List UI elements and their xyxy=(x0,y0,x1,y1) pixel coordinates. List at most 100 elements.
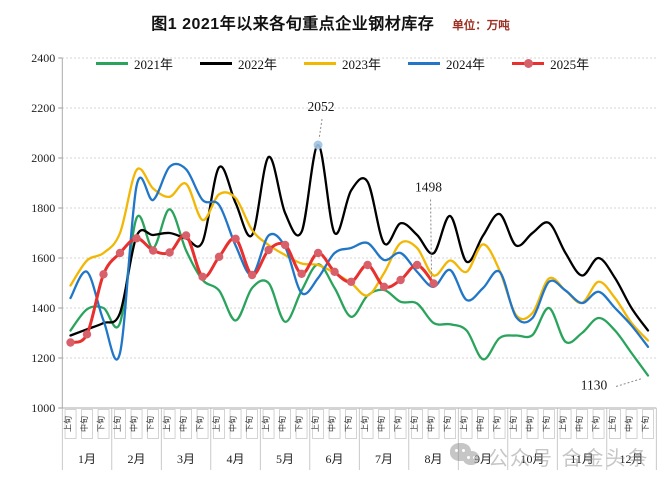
y-tick-label: 2200 xyxy=(31,101,55,115)
x-period-cell xyxy=(576,409,588,439)
x-period-cell xyxy=(64,409,77,439)
x-period-label: 中旬 xyxy=(475,416,485,432)
x-period-label: 下旬 xyxy=(244,416,254,432)
x-period-label: 上旬 xyxy=(459,416,469,432)
y-tick-label: 1400 xyxy=(31,301,55,315)
x-period-cell xyxy=(130,409,143,439)
legend-label: 2021年 xyxy=(134,57,174,72)
x-period-cell xyxy=(444,409,456,439)
series-marker xyxy=(330,267,339,276)
y-tick-label: 1800 xyxy=(31,201,55,215)
x-period-label: 中旬 xyxy=(129,416,139,432)
x-period-cell xyxy=(147,409,159,439)
series-marker xyxy=(148,246,158,255)
x-period-cell xyxy=(345,409,357,439)
legend-label: 2025年 xyxy=(550,57,590,72)
series-marker xyxy=(82,330,92,339)
x-period-cell xyxy=(411,409,423,439)
series-marker xyxy=(429,279,438,288)
x-month-label: 2月 xyxy=(128,452,146,466)
series-marker xyxy=(264,245,273,255)
series-marker xyxy=(181,231,191,240)
x-period-label: 下旬 xyxy=(591,416,601,432)
x-period-cell xyxy=(642,409,654,439)
legend-label: 2022年 xyxy=(238,57,278,72)
x-period-cell xyxy=(510,409,522,439)
chart-header: 图1 2021年以来各旬重点企业钢材库存 单位：万吨 xyxy=(0,10,661,34)
x-period-label: 下旬 xyxy=(393,416,403,432)
x-period-label: 中旬 xyxy=(178,416,188,432)
x-period-label: 下旬 xyxy=(294,416,304,432)
x-period-label: 下旬 xyxy=(541,416,551,432)
x-period-label: 下旬 xyxy=(145,416,155,432)
x-period-label: 上旬 xyxy=(162,416,172,432)
x-period-cell xyxy=(592,409,605,439)
y-tick-label: 1000 xyxy=(31,401,55,415)
x-period-cell xyxy=(559,409,572,439)
x-period-label: 中旬 xyxy=(426,416,436,432)
series-marker xyxy=(396,275,405,285)
x-period-cell xyxy=(246,409,258,439)
x-period-label: 上旬 xyxy=(112,416,122,432)
y-tick-label: 2000 xyxy=(31,151,55,165)
x-period-label: 上旬 xyxy=(63,416,73,432)
legend-swatch xyxy=(200,62,233,65)
x-period-cell xyxy=(229,409,242,439)
x-period-label: 上旬 xyxy=(211,416,221,432)
chart-title: 图1 2021年以来各旬重点企业钢材库存 xyxy=(151,16,435,33)
x-period-label: 上旬 xyxy=(558,416,568,432)
x-period-label: 下旬 xyxy=(96,416,106,432)
x-period-cell xyxy=(312,409,324,439)
x-period-cell xyxy=(295,409,308,439)
x-period-label: 上旬 xyxy=(360,416,370,432)
series-marker xyxy=(313,248,323,258)
y-tick-label: 1600 xyxy=(31,251,55,265)
annotation-label: 1498 xyxy=(415,180,442,195)
legend-item-2022年: 2022年 xyxy=(200,54,277,73)
legend-swatch xyxy=(408,62,441,65)
legend-swatch xyxy=(304,62,337,65)
x-month-label: 3月 xyxy=(177,452,195,466)
x-period-label: 下旬 xyxy=(442,416,452,432)
x-period-label: 中旬 xyxy=(79,416,89,432)
x-period-label: 下旬 xyxy=(195,416,205,432)
annotation-leader xyxy=(615,378,643,387)
x-month-label: 10月 xyxy=(521,452,545,466)
x-period-cell xyxy=(114,409,126,439)
chart-legend: 2021年 2022年 2023年 2024年 2025年 xyxy=(96,54,589,73)
x-month-label: 7月 xyxy=(375,452,393,466)
x-period-cell xyxy=(163,409,176,439)
x-period-label: 上旬 xyxy=(310,416,320,432)
unit-label: 单位：万吨 xyxy=(452,20,510,32)
x-period-label: 中旬 xyxy=(277,416,287,432)
annotation-label: 1130 xyxy=(581,378,608,393)
x-month-label: 11月 xyxy=(570,452,594,466)
legend-item-2025年: 2025年 xyxy=(512,54,589,73)
x-period-label: 上旬 xyxy=(508,416,518,432)
series-marker xyxy=(247,270,257,280)
x-month-label: 1月 xyxy=(78,452,96,466)
x-month-label: 9月 xyxy=(474,452,492,466)
legend-label: 2024年 xyxy=(446,57,486,72)
series-marker xyxy=(115,248,125,258)
x-month-label: 5月 xyxy=(276,452,294,466)
x-period-cell xyxy=(279,409,291,439)
annotation-leader xyxy=(430,199,433,278)
x-period-label: 下旬 xyxy=(343,416,353,432)
legend-item-2021年: 2021年 xyxy=(96,54,173,73)
x-period-cell xyxy=(394,409,407,439)
x-period-label: 中旬 xyxy=(624,416,634,432)
series-marker xyxy=(66,338,75,347)
x-period-cell xyxy=(378,409,390,439)
x-month-label: 12月 xyxy=(620,452,644,466)
series-marker xyxy=(165,248,174,257)
series-marker xyxy=(297,269,306,278)
x-period-cell xyxy=(262,409,275,439)
x-period-label: 上旬 xyxy=(409,416,419,432)
x-period-cell xyxy=(543,409,555,439)
series-line-2022年 xyxy=(69,143,650,337)
series-line-2021年 xyxy=(69,208,650,377)
y-tick-label: 2400 xyxy=(31,51,55,65)
